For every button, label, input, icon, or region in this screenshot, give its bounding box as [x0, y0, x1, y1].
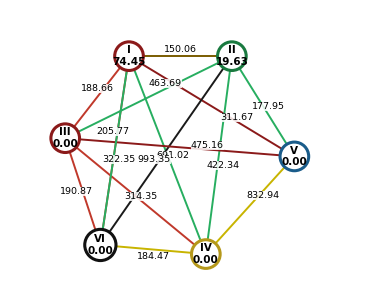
- Text: II
19.63: II 19.63: [215, 45, 248, 67]
- Text: IV
0.00: IV 0.00: [193, 243, 219, 265]
- Text: 188.66: 188.66: [81, 84, 114, 93]
- Text: I
74.45: I 74.45: [112, 45, 146, 67]
- Text: 993.35: 993.35: [138, 156, 171, 164]
- Text: VI
0.00: VI 0.00: [87, 234, 113, 256]
- Text: 150.06: 150.06: [164, 45, 197, 54]
- Circle shape: [85, 229, 116, 260]
- Text: 322.35: 322.35: [102, 156, 135, 164]
- Circle shape: [280, 142, 309, 171]
- Text: 205.77: 205.77: [96, 127, 129, 136]
- Text: 463.69: 463.69: [149, 79, 182, 88]
- Text: 691.02: 691.02: [156, 151, 189, 160]
- Text: V
0.00: V 0.00: [282, 146, 307, 167]
- Text: 190.87: 190.87: [60, 187, 93, 196]
- Text: 422.34: 422.34: [206, 161, 239, 170]
- Text: 832.94: 832.94: [247, 191, 280, 200]
- Text: 184.47: 184.47: [137, 251, 169, 260]
- Circle shape: [218, 42, 246, 70]
- Text: III
0.00: III 0.00: [52, 127, 78, 149]
- Circle shape: [51, 124, 80, 152]
- Circle shape: [115, 42, 143, 70]
- Text: 314.35: 314.35: [124, 192, 157, 201]
- Circle shape: [192, 240, 220, 268]
- Text: 475.16: 475.16: [191, 141, 224, 150]
- Text: 311.67: 311.67: [220, 113, 253, 122]
- Text: 177.95: 177.95: [252, 102, 285, 111]
